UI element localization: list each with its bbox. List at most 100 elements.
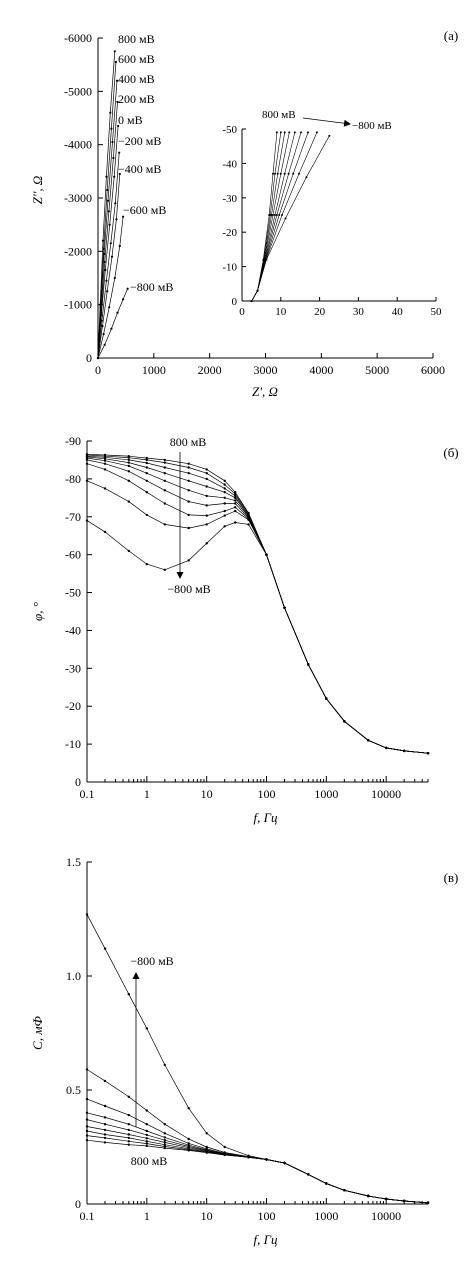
- panel-2-series-6-point: [85, 1097, 89, 1101]
- panel-2-x-axis-label: f, Гц: [253, 1232, 278, 1247]
- panel-2-series-8-point: [103, 947, 107, 950]
- nyquist-series-2-point: [115, 79, 119, 82]
- panel-2-series-0-point: [127, 1143, 130, 1146]
- panel-2-series-2-point: [163, 1143, 166, 1146]
- panel-1-series-0-point: [205, 468, 208, 471]
- panel-1-series-8-point: [283, 606, 286, 609]
- inset-series-3-line: [251, 132, 290, 302]
- panel-1-series-1-line: [86, 454, 429, 754]
- panel-1-series-7-point: [234, 509, 237, 513]
- panel-1-series-4-point: [103, 459, 107, 462]
- panel-1-series-8-point: [325, 697, 328, 700]
- panel-2-x-tick-label: 0.1: [80, 1209, 95, 1223]
- nyquist-series-4-point: [113, 175, 116, 178]
- nyquist-series-1-point: [110, 127, 113, 130]
- panel-2-series-8-point: [385, 1197, 388, 1201]
- inset-x-tick-label: 40: [392, 306, 404, 318]
- nyquist-series-6-line: [97, 173, 121, 359]
- panel-1-series-4-point: [223, 496, 226, 499]
- panel-1-series-5-point: [187, 500, 190, 503]
- curve-voltage-label: −800 мВ: [130, 280, 173, 294]
- panel-2-series-7-point: [163, 1123, 166, 1126]
- inset-series-1-point: [279, 131, 282, 134]
- panel-2-series-4-point: [163, 1139, 166, 1142]
- panel-2-series-8-point: [403, 1199, 406, 1203]
- panel-2-series-6-point: [205, 1147, 208, 1151]
- panel-1-series-4-point: [163, 479, 166, 482]
- panel-1-series-2-point: [187, 472, 190, 475]
- panel-2-series-0-point: [103, 1141, 107, 1144]
- panel-1-series-2-point: [127, 458, 130, 462]
- nyquist-series-8-point: [96, 356, 100, 360]
- panel-1-arrow-end-label: −800 мВ: [167, 582, 210, 596]
- panel-1-series-6-point: [145, 491, 148, 494]
- panel-1-series-7-point: [223, 514, 226, 517]
- inset-x-tick-label: 10: [275, 306, 287, 318]
- panel-1-y-tick-label: -90: [65, 434, 81, 448]
- panel-2-arrow-start-label: −800 мВ: [130, 954, 173, 968]
- panel-1-series-8-point: [367, 739, 370, 742]
- inset-arrow: [302, 117, 351, 127]
- panel-2-series-1-point: [127, 1140, 130, 1143]
- panel-2-series-0-line: [86, 1139, 429, 1204]
- nyquist-series-2-point: [103, 252, 106, 256]
- y-tick-label: -1000: [64, 298, 92, 312]
- panel-1-series-4-line: [86, 457, 429, 754]
- panel-1-series-7-point: [127, 500, 130, 503]
- curve-voltage-label: −400 мВ: [118, 162, 161, 176]
- curve-voltage-label: 600 мВ: [118, 52, 155, 66]
- nyquist-series-0-line: [97, 51, 116, 359]
- inset-series-4-point: [283, 172, 286, 175]
- panel-1-series-7-point: [205, 523, 208, 526]
- inset-y-tick-label: -40: [222, 158, 237, 170]
- y-tick-label: -3000: [64, 191, 92, 205]
- panel-2-series-1-point: [163, 1145, 166, 1148]
- panel-1-series-8-point: [403, 749, 406, 753]
- panel-1-series-4-point: [205, 494, 208, 498]
- curve-voltage-label: 200 мВ: [118, 92, 155, 106]
- panel-2-series-2-point: [103, 1133, 107, 1136]
- panel-1-series-4-point: [187, 489, 190, 492]
- x-tick-label: 5000: [365, 363, 389, 377]
- panel-1-series-0-point: [187, 462, 190, 465]
- panel-1-y-tick-label: -50: [65, 586, 81, 600]
- panel-2-series-8-point: [247, 1154, 250, 1157]
- panel-2-series-6-point: [187, 1142, 190, 1145]
- panel-1-y-tick-label: -80: [65, 472, 81, 486]
- panel-1-series-1-point: [205, 472, 208, 475]
- panel-2-y-axis-label: C, мФ: [30, 1015, 45, 1049]
- panel-1-x-tick-label: 0.1: [80, 787, 95, 801]
- panel-2-series-8-point: [223, 1145, 226, 1149]
- inset-series-7-point: [298, 172, 300, 175]
- panel-2-series-5-point: [127, 1123, 130, 1126]
- panel-2-series-7-point: [205, 1145, 208, 1149]
- panel-1-x-tick-label: 10000: [371, 787, 401, 801]
- inset-series-0-point: [272, 172, 274, 175]
- x-tick-label: 4000: [309, 363, 333, 377]
- panel-1-series-3-point: [187, 479, 190, 482]
- panel-1-series-8-point: [85, 519, 89, 522]
- panel-1-series-6-point: [163, 502, 166, 505]
- nyquist-series-7-point: [108, 306, 111, 309]
- panel-2-series-7-point: [187, 1137, 190, 1141]
- inset-series-0-point: [275, 131, 278, 134]
- panel-1-series-2-line: [86, 455, 429, 754]
- panel-2-arrow-end-label: 800 мВ: [131, 1154, 168, 1168]
- nyquist-series-7-point: [122, 215, 125, 218]
- panel-1-series-5-line: [86, 459, 429, 754]
- panel-2-x-tick-label: 100: [258, 1209, 276, 1223]
- panel-1-series-8-point: [163, 568, 166, 571]
- panel-1-series-0-point: [234, 491, 237, 494]
- inset-y-tick-label: -50: [222, 124, 237, 136]
- panel-1-series-8-point: [187, 559, 190, 562]
- panel-1-series-3-point: [145, 466, 148, 469]
- nyquist-series-3-point: [103, 260, 106, 264]
- panel-2-series-3-point: [145, 1137, 148, 1140]
- panel-1-series-2-point: [163, 466, 166, 469]
- panel-1-series-3-point: [205, 485, 208, 488]
- panel-1-series-8-point: [145, 562, 148, 566]
- panel-1-series-5-point: [234, 502, 237, 505]
- panel-1-y-tick-label: -70: [65, 510, 81, 524]
- panel-2-series-4-point: [145, 1133, 148, 1137]
- x-tick-label: 2000: [198, 363, 222, 377]
